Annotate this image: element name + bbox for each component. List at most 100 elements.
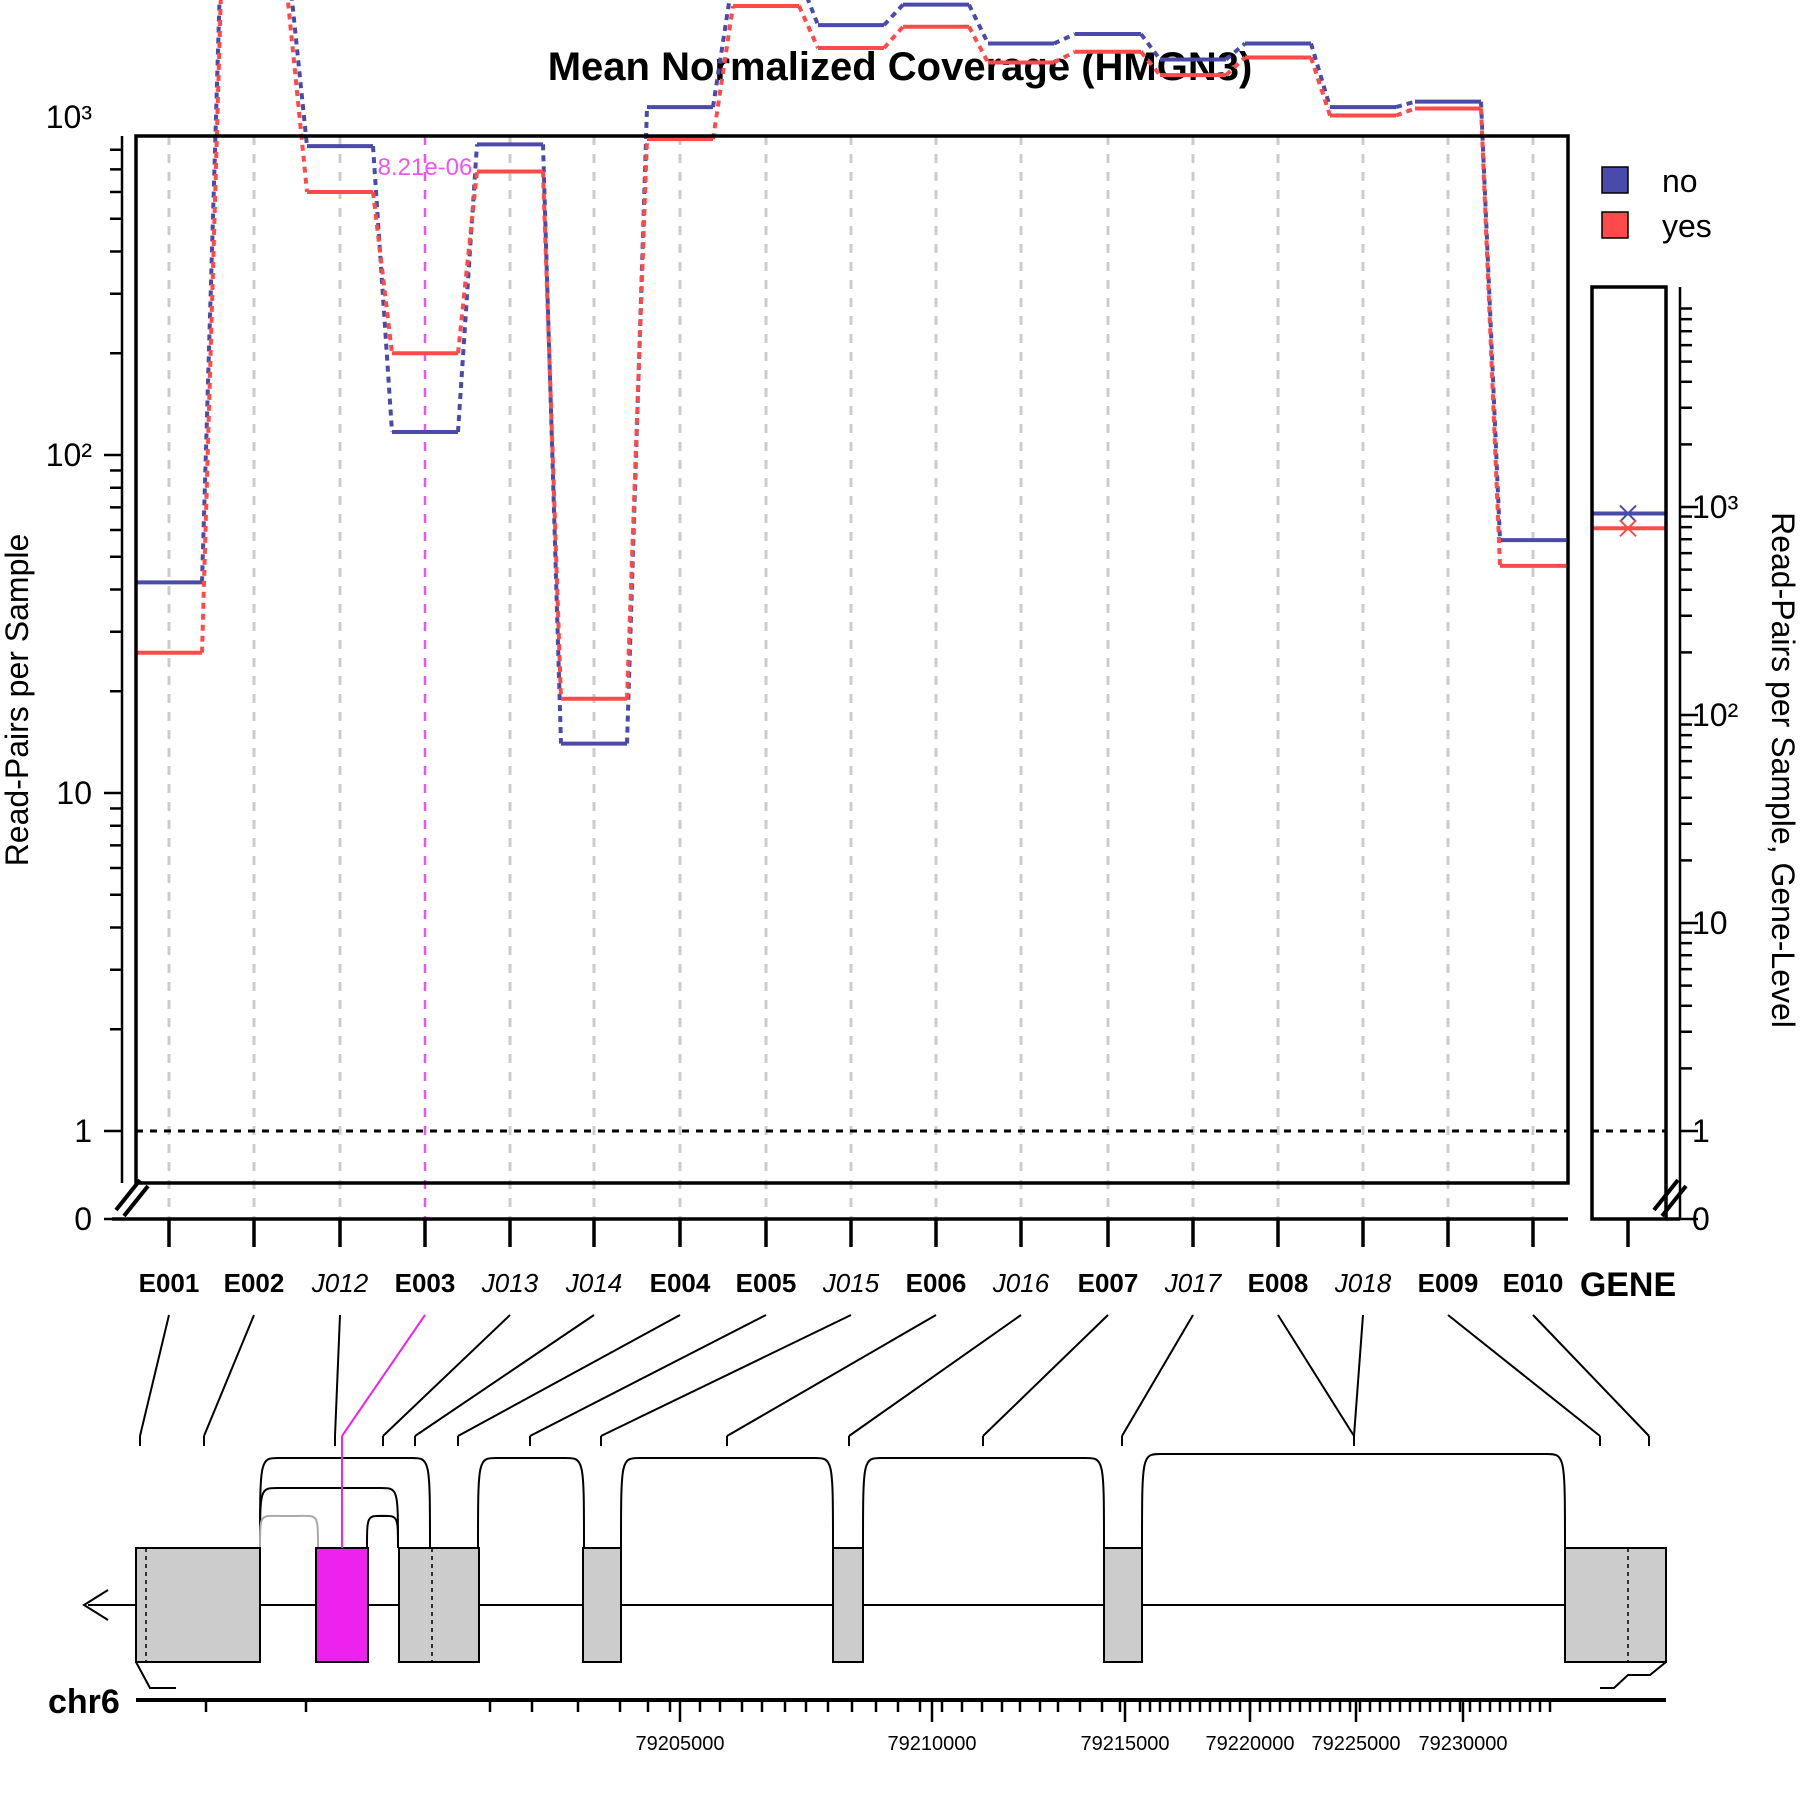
y-axis-label: Read-Pairs per Sample: [0, 534, 35, 867]
feature-label-e008: E008: [1248, 1268, 1309, 1298]
legend-label-yes: yes: [1662, 208, 1712, 244]
feature-label-e006: E006: [906, 1268, 967, 1298]
feature-label-j018: J018: [1334, 1268, 1392, 1298]
feature-label-e001: E001: [139, 1268, 200, 1298]
axis-break-mark: [122, 1184, 150, 1218]
right-y-tick-label: 10²: [1692, 697, 1739, 733]
y-tick-label: 10²: [46, 437, 93, 473]
feature-label-e007: E007: [1078, 1268, 1139, 1298]
genome-axis: 79205000 79210000 79215000 79220000 79225000…: [136, 1698, 1666, 1755]
axis-break-mark: [114, 1178, 142, 1212]
series-no-connector: [541, 144, 563, 744]
chromosome-label: chr6: [48, 1683, 120, 1721]
connector-j014: [414, 1314, 595, 1437]
feature-label-j017: J017: [1164, 1268, 1223, 1298]
genome-tick-label: 79220000: [1206, 1733, 1295, 1755]
legend-swatch-no: [1601, 166, 1629, 194]
series-yes-connector: [797, 5, 820, 49]
exon-block: [832, 1547, 864, 1663]
series-yes-connector: [371, 191, 394, 354]
feature-label-j012: J012: [311, 1268, 369, 1298]
main-plot-panel: 8.21e-06 0 1 10 10² 10³: [46, 0, 1570, 1247]
gene-panel-frame: [1590, 285, 1668, 1221]
exon-block: [135, 1547, 261, 1663]
feature-label-j015: J015: [822, 1268, 880, 1298]
right-y-tick-label: 10³: [1692, 489, 1739, 525]
series-yes-connector: [285, 0, 309, 193]
connector-j017: [1121, 1314, 1194, 1437]
series-no-connector: [371, 145, 394, 433]
feature-label-j016: J016: [992, 1268, 1050, 1298]
y-tick-label: 0: [74, 1201, 92, 1237]
feature-label-e010: E010: [1503, 1268, 1564, 1298]
legend: no yes: [1601, 163, 1712, 244]
exon-block: [1103, 1547, 1143, 1663]
junction-arc: [620, 1456, 834, 1549]
zoom-bracket: [1600, 1661, 1667, 1689]
series-yes-connector: [1224, 56, 1247, 77]
series-yes-connector: [1395, 106, 1416, 118]
junction-arc: [477, 1456, 585, 1549]
series-no-connector: [1224, 41, 1247, 61]
series-yes-connector: [456, 171, 479, 354]
plot-frame: [134, 134, 1570, 1185]
junction-arc: [259, 1486, 399, 1549]
gene-level-marker: [1619, 504, 1637, 523]
gene-model: [82, 1446, 1667, 1689]
axis-break-mark: [1652, 1178, 1680, 1212]
series-yes-connector: [200, 0, 223, 653]
y-tick-label: 10³: [46, 99, 93, 135]
connector-e005: [529, 1314, 767, 1437]
legend-swatch-yes: [1601, 211, 1629, 239]
connector-e004: [457, 1314, 681, 1437]
connector-e006: [726, 1314, 937, 1437]
connector-e010: [1532, 1314, 1650, 1437]
axis-break-mark: [1660, 1184, 1688, 1218]
connector-e001: [139, 1314, 170, 1437]
right-y-tick-label: 1: [1692, 1113, 1710, 1149]
feature-label-j014: J014: [565, 1268, 622, 1298]
junction-arc: [366, 1514, 399, 1549]
strand-arrow-icon: [82, 1589, 109, 1621]
connector-e003: [341, 1314, 426, 1437]
genome-tick-label: 79230000: [1419, 1733, 1508, 1755]
connector-e007: [982, 1314, 1109, 1437]
connector-j015: [600, 1314, 852, 1437]
zoom-bracket: [135, 1661, 176, 1689]
series-no-connector: [1479, 101, 1502, 541]
series-yes-connector: [711, 5, 735, 140]
genome-tick-label: 79215000: [1081, 1733, 1170, 1755]
feature-label-e003: E003: [395, 1268, 456, 1298]
y-axis-label-right: Read-Pairs per Sample, Gene-Level: [1765, 512, 1800, 1028]
feature-label-e004: E004: [650, 1268, 711, 1298]
genome-tick-label: 79205000: [636, 1733, 725, 1755]
connector-e002: [203, 1314, 255, 1437]
exon-block: [1564, 1547, 1667, 1663]
series-yes-connector: [1053, 49, 1076, 65]
feature-labels: E001 E002 J012 E003 J013 J014 E004 E005 J015 E006…: [139, 1266, 1677, 1304]
series-no-connector: [1053, 32, 1076, 46]
junction-arc: [1141, 1452, 1566, 1549]
connector-e008: [1277, 1314, 1355, 1437]
exon-block: [398, 1547, 480, 1663]
chart-title: Mean Normalized Coverage (HMGN3): [548, 45, 1253, 89]
connector-e009: [1447, 1314, 1601, 1437]
series-no-connector: [805, 0, 820, 26]
feature-label-e002: E002: [224, 1268, 285, 1298]
connector-j018: [1353, 1314, 1364, 1437]
series-no-connector: [1309, 42, 1332, 108]
series-yes-connector: [625, 139, 649, 699]
connector-j016: [848, 1314, 1022, 1437]
junction-arc: [862, 1456, 1105, 1549]
series-no-connector: [456, 144, 479, 433]
legend-label-no: no: [1662, 163, 1698, 199]
significance-label: 8.21e-06: [378, 154, 473, 181]
connector-j013: [382, 1314, 511, 1437]
series-yes-connector: [1139, 50, 1162, 77]
feature-label-e005: E005: [736, 1268, 797, 1298]
exon-block: [582, 1547, 622, 1663]
gene-level-marker: [1619, 519, 1637, 538]
series-yes-connector: [967, 25, 990, 64]
genome-tick-label: 79210000: [888, 1733, 977, 1755]
